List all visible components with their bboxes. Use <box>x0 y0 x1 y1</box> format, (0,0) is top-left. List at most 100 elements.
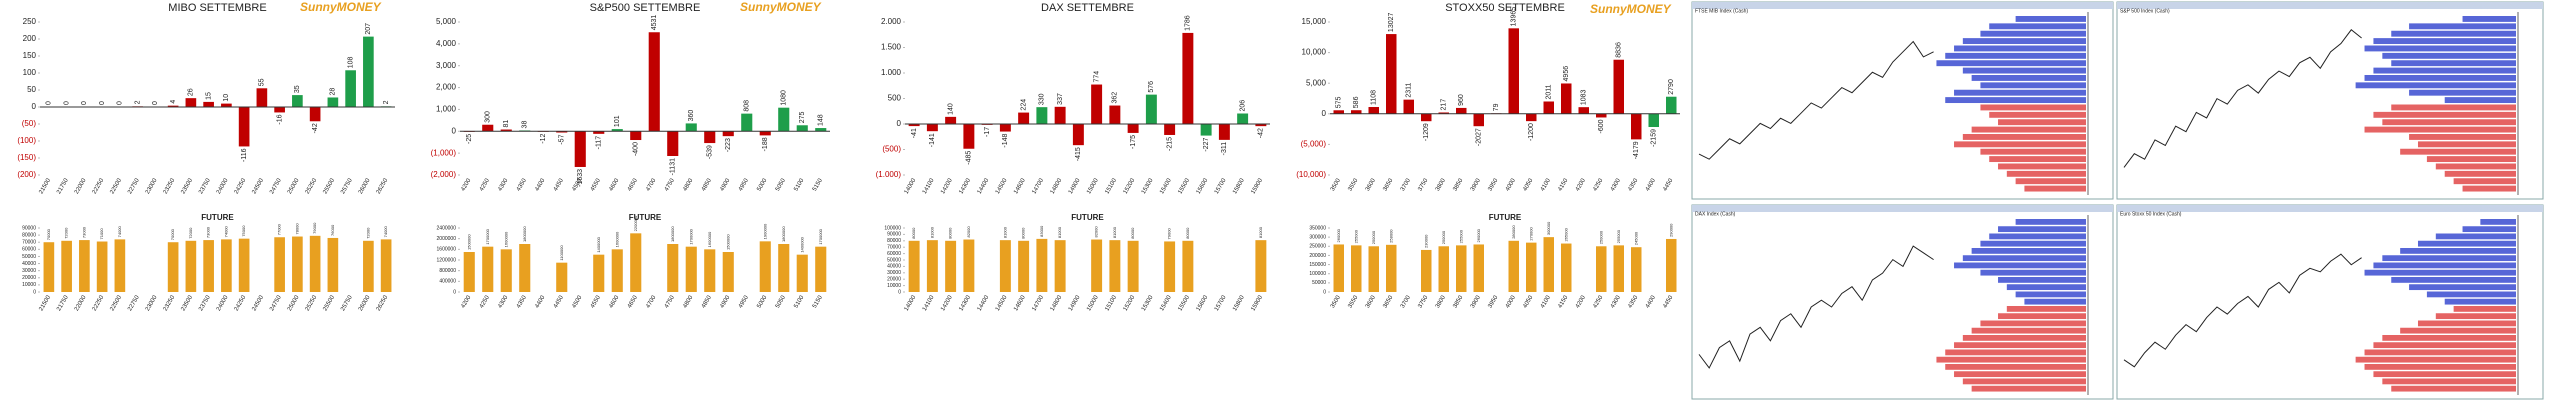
x-tick-label: 25750 <box>340 177 354 195</box>
profile-bar <box>1971 385 2086 392</box>
bar <box>79 240 90 292</box>
bar <box>238 107 250 147</box>
x-tick-label: 4100 <box>1540 294 1552 309</box>
x-tick-label: 4900 <box>719 294 731 309</box>
bar <box>1473 244 1484 292</box>
value-label: 255000 <box>1616 229 1621 243</box>
bar <box>482 246 494 292</box>
profile-bar <box>2373 262 2516 269</box>
x-tick-label: 15200 <box>1123 294 1137 312</box>
value-label: 275 <box>799 111 806 123</box>
profile-bar <box>2364 45 2516 52</box>
chart-title: FUTURE <box>1489 213 1522 222</box>
x-tick-label: 22000 <box>74 177 88 195</box>
x-tick-label: 3600 <box>1365 294 1377 309</box>
y-tick-label: 250000 <box>1309 244 1326 250</box>
bar <box>1182 240 1194 292</box>
profile-bar <box>2417 320 2516 327</box>
value-label: 576 <box>1148 81 1155 93</box>
bar <box>796 254 808 292</box>
bar <box>778 107 790 132</box>
x-tick-label: 22750 <box>127 294 141 312</box>
value-label: -2027 <box>1476 128 1483 146</box>
value-label: 4 <box>170 100 177 104</box>
value-label: 73000 <box>81 226 86 238</box>
x-tick-label: 24500 <box>251 294 265 312</box>
value-label: 1900000 <box>762 223 767 239</box>
y-tick-label: 20000 <box>887 277 901 283</box>
bar <box>1508 240 1519 292</box>
value-label: 13965 <box>1511 7 1518 27</box>
bar <box>309 235 321 292</box>
y-tick-label: 300000 <box>1309 234 1326 240</box>
bar <box>963 124 975 149</box>
x-tick-label: 25000 <box>287 294 301 312</box>
profile-bar <box>1989 156 2086 163</box>
y-tick-label: 0 <box>453 289 456 295</box>
bar <box>519 244 531 292</box>
x-tick-label: 26250 <box>376 177 390 195</box>
profile-bar <box>2373 342 2516 349</box>
x-tick-label: 5000 <box>756 177 768 192</box>
profile-bar <box>1998 277 2086 283</box>
value-label: 337 <box>1057 93 1064 105</box>
x-tick-label: 14100 <box>922 294 936 312</box>
x-tick-label: 14800 <box>1050 177 1064 195</box>
value-label: 1786 <box>1185 15 1192 31</box>
bar <box>61 240 72 292</box>
x-tick-label: 3950 <box>1487 294 1499 309</box>
x-tick-label: 4250 <box>479 294 491 309</box>
profile-bar <box>2015 178 2086 185</box>
bar <box>1333 244 1344 292</box>
value-label: 260000 <box>1476 228 1481 242</box>
brand-logo: SunnyMONEY <box>1590 2 1672 16</box>
profile-bar <box>2364 349 2516 356</box>
x-tick-label: 4300 <box>1610 294 1622 309</box>
bar <box>1036 107 1048 124</box>
x-tick-label: 15800 <box>1232 294 1246 312</box>
x-tick-label: 4800 <box>682 177 694 192</box>
profile-bar <box>2382 335 2516 341</box>
x-tick-label: 14200 <box>940 177 954 195</box>
value-label: 586 <box>1353 96 1360 108</box>
x-tick-label: 4450 <box>553 177 565 192</box>
x-tick-label: 25250 <box>305 294 319 312</box>
profile-bar <box>1980 148 2086 155</box>
value-label: 70000 <box>46 228 51 240</box>
profile-bar <box>2435 163 2516 170</box>
bar <box>1054 106 1066 124</box>
value-label: 82000 <box>1094 226 1099 238</box>
x-tick-label: 15100 <box>1104 177 1118 195</box>
bar <box>685 123 697 132</box>
x-tick-label: 3500 <box>1330 294 1342 309</box>
x-tick-label: 14600 <box>1013 294 1027 312</box>
bar <box>1648 113 1659 128</box>
x-tick-label: 15200 <box>1123 177 1137 195</box>
value-label: 2200000 <box>633 215 638 231</box>
bar <box>221 103 232 107</box>
profile-bar <box>1945 52 2086 59</box>
x-tick-label: 14700 <box>1031 177 1045 195</box>
profile-bar <box>2391 277 2516 283</box>
value-label: 108 <box>347 56 354 68</box>
profile-bar <box>1980 240 2086 247</box>
bar <box>1631 247 1642 292</box>
panel-header <box>2117 205 2543 212</box>
x-tick-label: 21750 <box>56 294 70 312</box>
x-tick-label: 14200 <box>940 294 954 312</box>
x-tick-label: 4600 <box>608 294 620 309</box>
x-tick-label: 4400 <box>534 294 546 309</box>
bar <box>1421 249 1432 292</box>
value-label: 10 <box>223 94 230 102</box>
x-tick-label: 5100 <box>793 294 805 309</box>
bar <box>1386 244 1397 292</box>
bar <box>1054 240 1066 292</box>
x-tick-label: 4400 <box>1645 294 1657 309</box>
value-label: 26 <box>188 88 195 96</box>
profile-bar <box>1936 356 2086 363</box>
profile-bar <box>2015 219 2086 225</box>
y-tick-label: 2,000 <box>436 83 457 92</box>
x-tick-label: 4900 <box>719 177 731 192</box>
value-label: 80000 <box>1185 227 1190 239</box>
brand-logo: SunnyMONEY <box>300 0 382 14</box>
